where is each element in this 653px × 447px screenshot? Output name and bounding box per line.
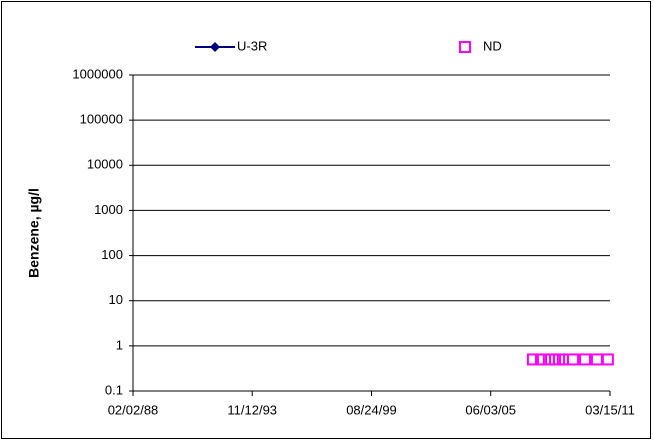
y-tick-label: 100000 <box>80 112 123 127</box>
x-tick-label: 11/12/93 <box>227 402 277 417</box>
legend-label: ND <box>483 38 502 53</box>
y-tick-label: 1000 <box>94 202 123 217</box>
y-tick-label: 0.1 <box>105 382 123 397</box>
chart-frame <box>1 1 651 439</box>
x-tick-label: 08/24/99 <box>346 402 397 417</box>
legend-marker <box>459 41 471 53</box>
y-tick-label: 100 <box>101 247 123 262</box>
y-tick-label: 10000 <box>87 157 123 172</box>
data-point <box>601 353 614 366</box>
data-point <box>526 353 539 366</box>
data-point <box>567 353 580 366</box>
data-point <box>579 353 592 366</box>
legend-marker <box>210 42 220 52</box>
x-tick-label: 03/15/11 <box>585 402 635 417</box>
y-tick-label: 1 <box>116 337 123 352</box>
y-axis-label: Benzene, µg/l <box>26 188 42 278</box>
y-tick-label: 1000000 <box>72 66 123 81</box>
y-tick-label: 10 <box>109 292 123 307</box>
data-point <box>535 353 548 366</box>
x-tick-label: 06/03/05 <box>465 402 516 417</box>
x-tick-label: 02/02/88 <box>108 402 159 417</box>
legend-label: U-3R <box>237 38 267 53</box>
